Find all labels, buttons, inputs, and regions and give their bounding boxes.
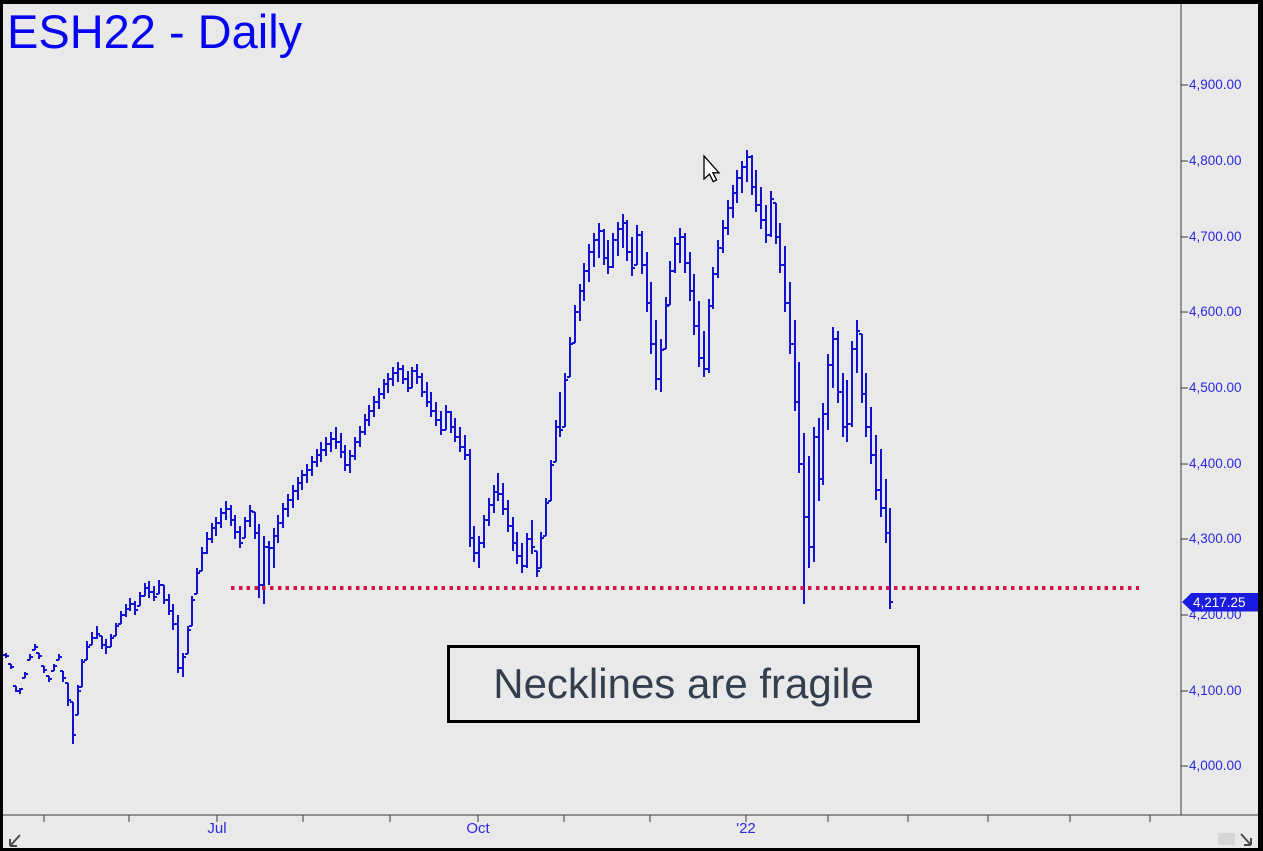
- annotation-text: Necklines are fragile: [493, 660, 874, 707]
- y-axis-label: 4,900.00: [1189, 77, 1242, 92]
- y-axis-label: 4,500.00: [1189, 380, 1242, 395]
- annotation-box[interactable]: Necklines are fragile: [447, 645, 920, 723]
- y-axis-label: 4,600.00: [1189, 304, 1242, 319]
- y-axis-label: 4,000.00: [1189, 758, 1242, 773]
- page-title: ESH22 - Daily: [7, 5, 303, 58]
- x-axis-label-jul: Jul: [207, 820, 227, 837]
- y-axis-label: 4,800.00: [1189, 153, 1242, 168]
- y-axis-label: 4,700.00: [1189, 229, 1242, 244]
- y-axis-label: 4,100.00: [1189, 683, 1242, 698]
- x-axis-label-oct: Oct: [466, 820, 490, 837]
- price-bars-series: [3, 150, 893, 744]
- last-price-marker: 4,217.25: [1182, 592, 1258, 612]
- pan-right-arrow-icon[interactable]: [1240, 833, 1252, 846]
- y-axis-label: 4,400.00: [1189, 456, 1242, 471]
- pan-left-arrow-icon[interactable]: [9, 834, 21, 847]
- axis-ticks: [43, 84, 1188, 822]
- axis-lines: [0, 4, 1258, 816]
- x-axis-label-22: '22: [736, 820, 756, 837]
- y-axis-label: 4,300.00: [1189, 531, 1242, 546]
- mouse-arrow-cursor: [703, 154, 721, 183]
- scroll-thumb[interactable]: [1218, 833, 1235, 845]
